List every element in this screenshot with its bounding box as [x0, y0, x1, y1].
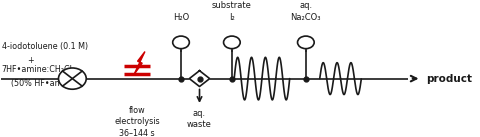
- Text: +: +: [27, 56, 34, 65]
- Text: 4-iodotoluene (0.1 M): 4-iodotoluene (0.1 M): [1, 42, 88, 51]
- Text: (50% HF•amine): (50% HF•amine): [11, 79, 78, 88]
- Text: aq.
Na₂CO₃: aq. Na₂CO₃: [290, 2, 321, 22]
- Ellipse shape: [173, 36, 189, 49]
- Text: substrate
I₂: substrate I₂: [212, 2, 252, 22]
- Text: aq.
waste: aq. waste: [187, 109, 212, 129]
- Polygon shape: [189, 71, 210, 87]
- Polygon shape: [134, 52, 145, 75]
- Ellipse shape: [298, 36, 314, 49]
- Text: H₂O: H₂O: [173, 13, 189, 22]
- Text: flow
electrolysis
36–144 s: flow electrolysis 36–144 s: [114, 106, 160, 137]
- Ellipse shape: [59, 68, 86, 89]
- Text: 7HF•amine:CH₂Cl₂: 7HF•amine:CH₂Cl₂: [1, 65, 76, 74]
- Text: product: product: [426, 74, 472, 84]
- Ellipse shape: [224, 36, 240, 49]
